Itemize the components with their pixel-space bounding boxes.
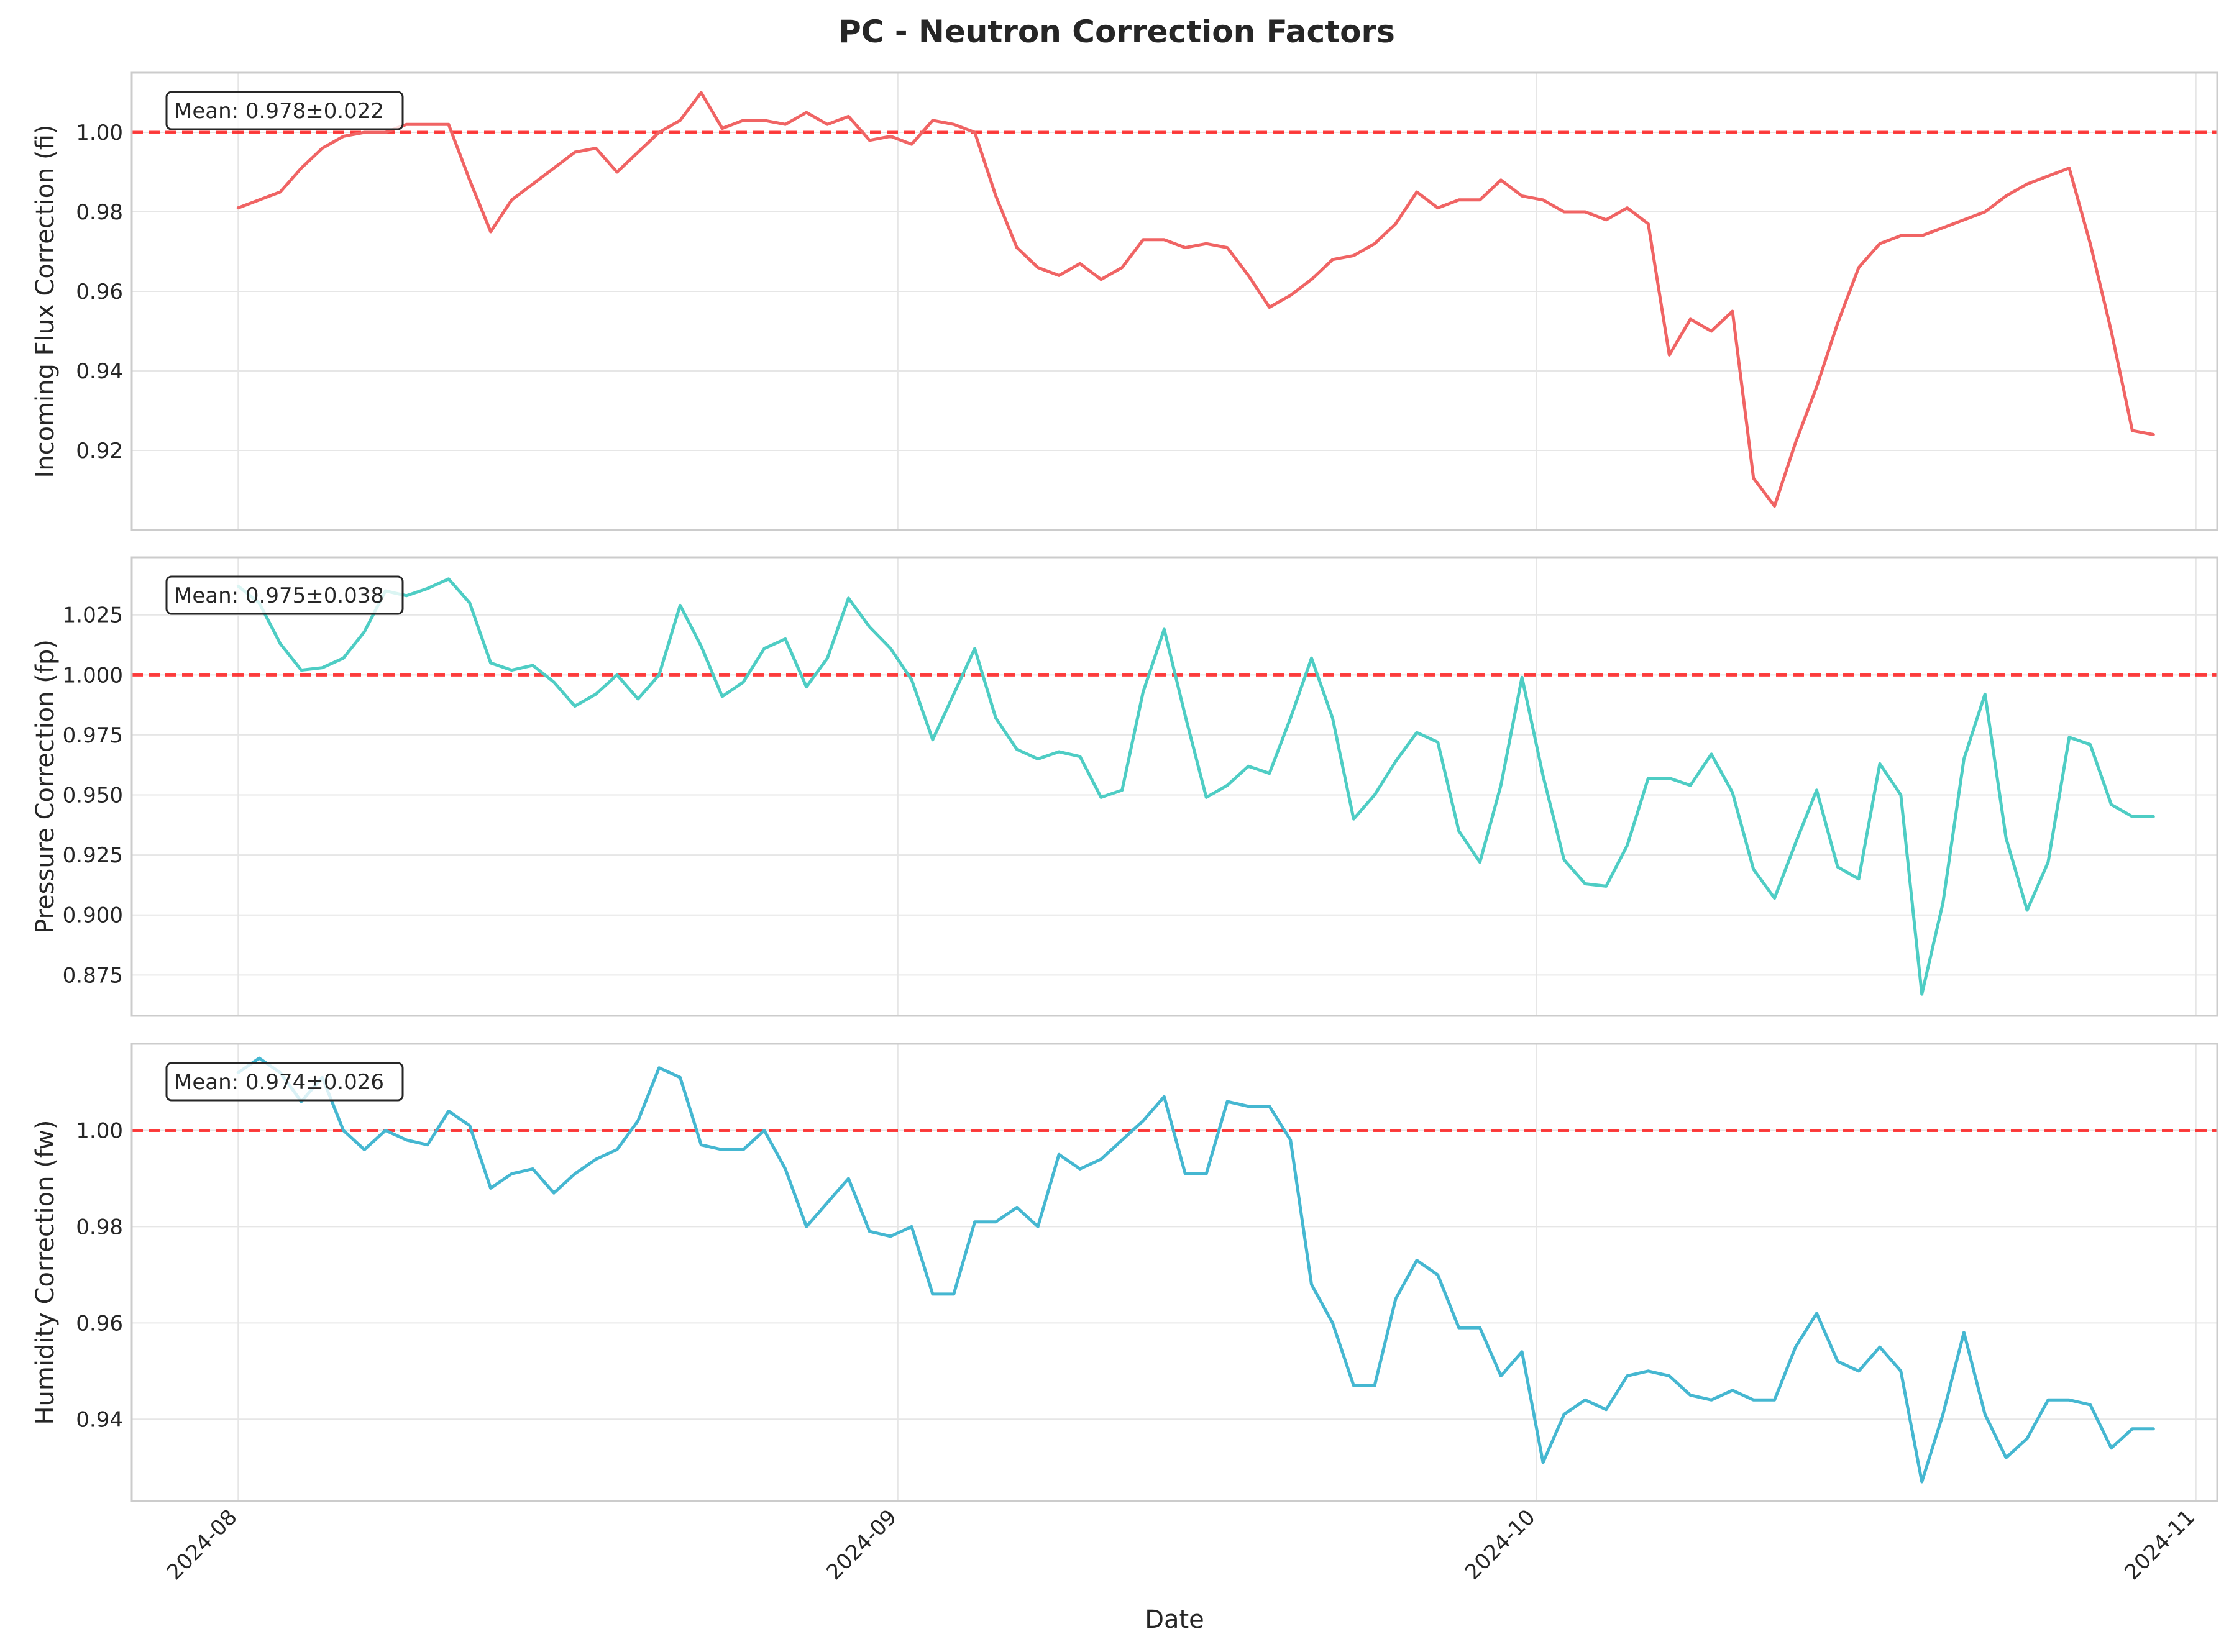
series-line-3: [236, 1056, 2155, 1484]
y-axis-label: Humidity Correction (fw): [31, 1120, 60, 1425]
series-line-2: [236, 577, 2155, 996]
mean-annotation-box: [165, 91, 404, 130]
y-tick-label: 0.98: [76, 200, 123, 225]
panel-1: 0.92 0.94 0.96 0.98 1.00 Mean: 0.978±0.022 Inc…: [31, 71, 2218, 531]
chart-title: PC - Neutron Correction Factors: [838, 14, 1395, 50]
panel-frame: [130, 71, 2218, 531]
x-tick-label: 2024-09: [822, 1505, 902, 1585]
y-tick-label: 0.975: [63, 723, 123, 748]
y-axis-label: Incoming Flux Correction (fi): [31, 124, 60, 478]
mean-annotation: Mean: 0.974±0.026: [174, 1070, 384, 1095]
y-tick-label: 0.950: [63, 783, 123, 808]
mean-annotation-box: [165, 575, 404, 615]
x-tick-label: 2024-08: [162, 1505, 242, 1585]
y-tick-label: 1.000: [63, 663, 123, 688]
y-tick-label: 0.98: [76, 1215, 123, 1239]
y-tick-label: 1.025: [63, 603, 123, 628]
panel-frame: [130, 556, 2218, 1017]
mean-annotation: Mean: 0.975±0.038: [174, 583, 384, 608]
y-tick-label: 1.00: [76, 121, 123, 145]
mean-annotation: Mean: 0.978±0.022: [174, 99, 384, 124]
panels-group: 0.92 0.94 0.96 0.98 1.00 Mean: 0.978±0.022 Inc…: [31, 71, 2218, 1585]
y-tick-label: 1.00: [76, 1118, 123, 1143]
y-tick-label: 0.92: [76, 439, 123, 463]
x-tick-label: 2024-11: [2120, 1505, 2200, 1585]
panel-3: 0.94 0.96 0.98 1.00 Mean: 0.974±0.026 Humidit…: [31, 1043, 2218, 1502]
series-line-1: [236, 91, 2155, 508]
y-tick-label: 0.94: [76, 359, 123, 384]
y-axis-label: Pressure Correction (fp): [31, 639, 60, 934]
y-tick-label: 0.900: [63, 903, 123, 928]
panel-frame: [130, 1043, 2218, 1502]
y-tick-label: 0.96: [76, 1311, 123, 1336]
x-tick-label: 2024-10: [1460, 1505, 1540, 1585]
y-tick-label: 0.94: [76, 1407, 123, 1432]
x-tick-labels: 2024-08 2024-09 2024-10 2024-11: [162, 1505, 2200, 1585]
x-axis-label: Date: [1145, 1605, 1204, 1634]
y-tick-label: 0.925: [63, 843, 123, 868]
mean-annotation-box: [165, 1062, 404, 1102]
y-tick-label: 0.875: [63, 963, 123, 988]
panel-2: 0.875 0.900 0.925 0.950 0.975 1.000 1.025 Mean:…: [31, 556, 2218, 1017]
y-tick-label: 0.96: [76, 280, 123, 304]
